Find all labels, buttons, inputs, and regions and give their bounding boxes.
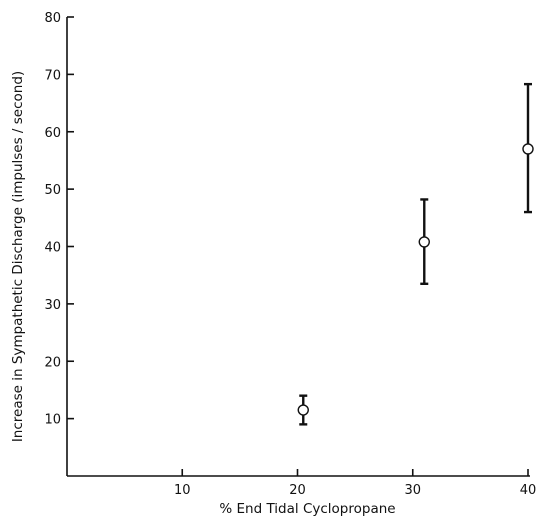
x-tick-label: 20 (289, 483, 306, 498)
data-point-marker (522, 143, 534, 155)
y-tick-label: 30 (44, 298, 61, 313)
y-ticks: 10 20 30 40 50 60 70 80 (44, 11, 74, 428)
y-tick-label: 20 (44, 355, 61, 370)
y-tick-label: 10 (44, 413, 61, 428)
y-tick-label: 80 (44, 11, 61, 26)
y-axis-title: Increase in Sympathetic Discharge (impul… (10, 71, 26, 442)
x-tick-label: 40 (520, 483, 537, 498)
data-point-marker (297, 404, 309, 416)
x-axis-title: % End Tidal Cyclopropane (219, 501, 395, 517)
y-tick-label: 70 (44, 68, 61, 83)
x-tick-label: 10 (174, 483, 191, 498)
x-tick-label: 30 (404, 483, 421, 498)
y-tick-label: 50 (44, 183, 61, 198)
data-points (297, 82, 534, 426)
y-tick-label: 40 (44, 241, 61, 256)
y-tick-label: 60 (44, 126, 61, 141)
x-ticks: 10 20 30 40 (174, 469, 536, 498)
data-point-marker (418, 236, 430, 248)
